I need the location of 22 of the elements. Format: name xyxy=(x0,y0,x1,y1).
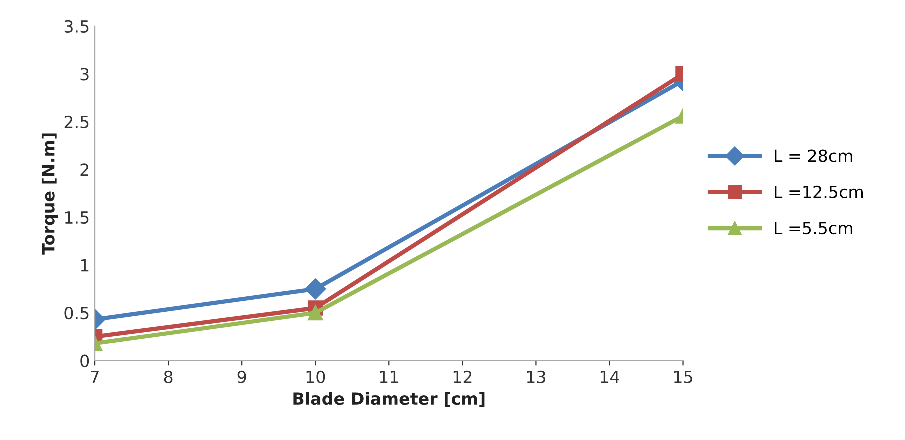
y-tick-label: 2.5 xyxy=(64,116,89,129)
legend-label: L = 28cm xyxy=(775,150,852,162)
y-tick-label: 1 xyxy=(81,259,89,272)
legend-label: L =12.5cm xyxy=(775,186,864,198)
x-tick-label: 7 xyxy=(91,371,99,384)
x-tick-label: 14 xyxy=(600,371,620,384)
y-tick-label: 3 xyxy=(80,68,89,81)
legend-label: L =5.5cm xyxy=(775,222,852,235)
x-tick-label: 15 xyxy=(674,371,692,384)
y-tick-label: 1.5 xyxy=(65,212,89,224)
x-tick-label: 12 xyxy=(454,370,472,384)
y-tick-label: 3.5 xyxy=(64,20,89,33)
x-tick-label: 11 xyxy=(380,371,398,384)
y-tick-label: 0 xyxy=(80,354,90,368)
y-tick-label: 2 xyxy=(80,164,88,176)
x-tick-label: 8 xyxy=(164,370,173,384)
y-tick-label: 0.5 xyxy=(64,306,89,320)
x-tick-label: 10 xyxy=(306,370,326,384)
x-tick-label: 13 xyxy=(527,370,546,384)
x-tick-label: 9 xyxy=(238,370,246,384)
y-axis-title: Torque [N.m] xyxy=(42,134,58,255)
x-axis-title: Blade Diameter [cm] xyxy=(294,392,485,408)
